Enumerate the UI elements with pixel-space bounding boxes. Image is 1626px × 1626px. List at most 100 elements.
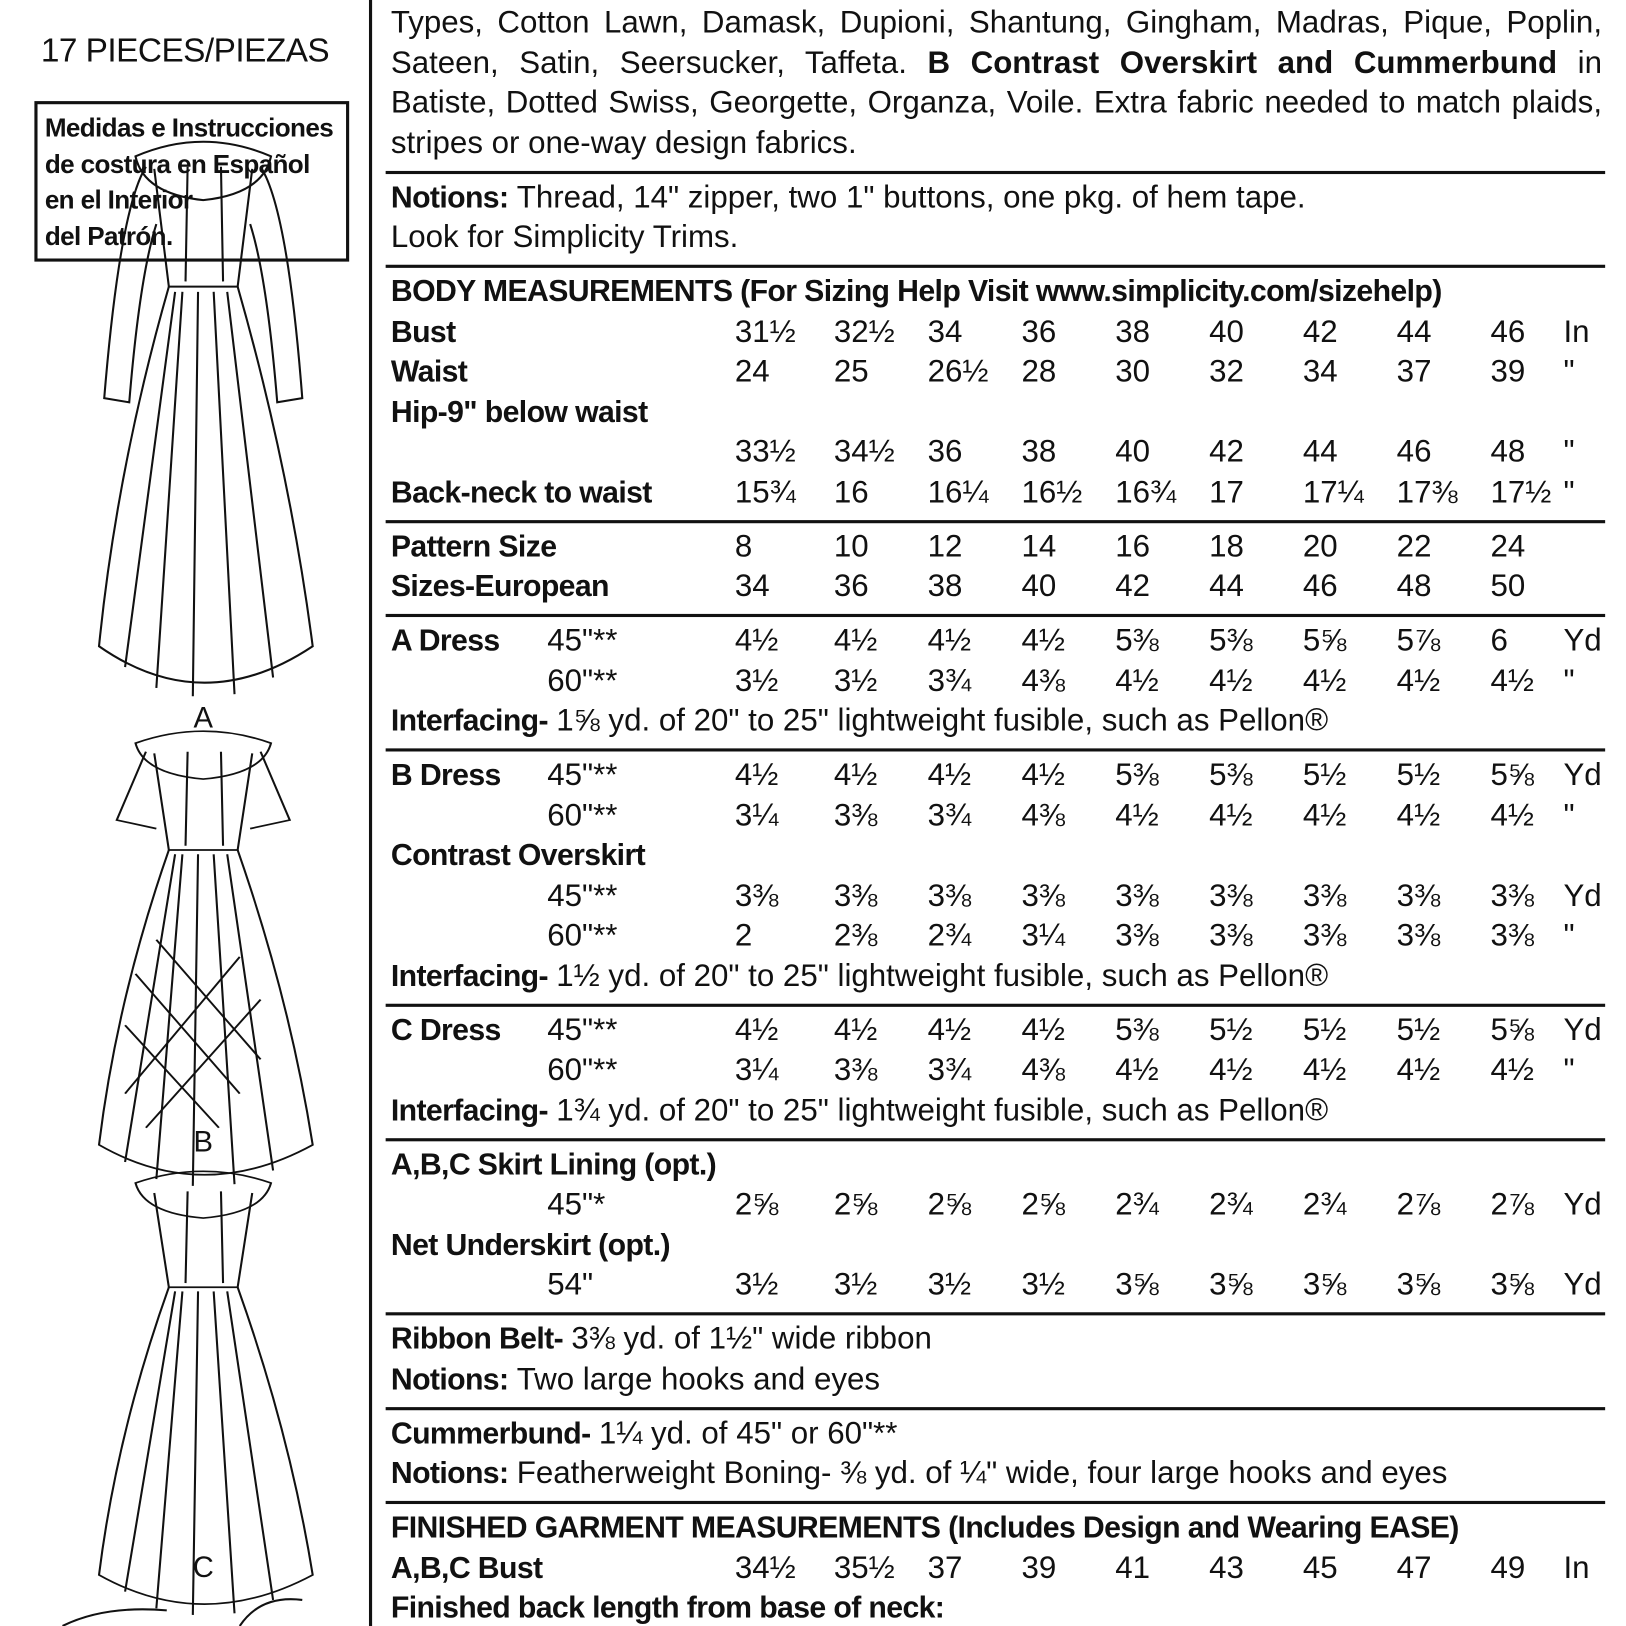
text-line: BODY MEASUREMENTS (For Sizing Help Visit… <box>391 272 1442 312</box>
size-value: 5⅜ <box>1115 623 1159 658</box>
bold-label: BODY MEASUREMENTS (For Sizing Help Visit… <box>390 275 1442 309</box>
unit: Yd <box>1563 878 1602 913</box>
text-line: Notions: Featherweight Boning- ⅜ yd. of ¼… <box>391 1454 1448 1494</box>
size-value: 37 <box>1396 354 1432 389</box>
line-text: Thread, 14" zipper, two 1" buttons, one … <box>516 179 1306 215</box>
size-value: 3⅜ <box>1021 878 1065 913</box>
unit: In <box>1563 314 1590 349</box>
size-value: 4½ <box>1115 797 1159 833</box>
bold-label: Notions: <box>390 1362 509 1397</box>
size-value: 2⅝ <box>927 1187 972 1222</box>
size-value: 3⅜ <box>1209 918 1253 953</box>
size-value: 2¾ <box>1209 1187 1253 1222</box>
size-value: 35½ <box>833 1550 895 1585</box>
size-value: 16 <box>833 474 869 510</box>
row-label: C Dress <box>390 1013 502 1047</box>
unit: " <box>1563 434 1575 470</box>
bold-label: Net Underskirt (opt.) <box>390 1228 671 1262</box>
size-value: 3⅜ <box>833 797 878 833</box>
spanish-note-box: Medidas e Instrucciones de costura en Esp… <box>34 101 350 262</box>
size-value: 5⅝ <box>1490 757 1534 793</box>
size-value: 3⅜ <box>1396 878 1441 913</box>
size-value: 3⅝ <box>1302 1267 1347 1302</box>
size-value: 3⅜ <box>1302 878 1347 913</box>
size-value: 3⅜ <box>833 878 878 913</box>
size-value: 4½ <box>1396 663 1441 698</box>
size-value: 3⅜ <box>833 1052 878 1088</box>
unit: " <box>1563 474 1575 510</box>
size-value: 4½ <box>1490 663 1534 698</box>
section-rule <box>385 170 1606 174</box>
size-value: 25 <box>833 354 869 389</box>
text-line: FINISHED GARMENT MEASUREMENTS (Includes … <box>391 1508 1459 1548</box>
text-line: Notions: Thread, 14" zipper, two 1" butto… <box>391 178 1306 218</box>
size-value: 2¾ <box>1115 1187 1159 1222</box>
fabric-text: in Batiste, Dotted Swiss, Georgette, Org… <box>390 45 1603 160</box>
fabric-width: 45"** <box>547 757 618 793</box>
size-value: 5⅜ <box>1209 757 1253 793</box>
size-value: 5⅜ <box>1115 1012 1159 1047</box>
size-value: 30 <box>1115 354 1151 389</box>
text-line: A,B,C Skirt Lining (opt.) <box>391 1145 717 1185</box>
size-value: 38 <box>1021 434 1057 470</box>
section-rule <box>385 1406 1606 1410</box>
line-text: Two large hooks and eyes <box>516 1361 881 1397</box>
size-value: 4½ <box>927 623 972 658</box>
size-value: 4½ <box>1396 797 1441 833</box>
size-value: 39 <box>1021 1550 1057 1585</box>
size-value: 39 <box>1490 354 1526 389</box>
size-value: 20 <box>1302 528 1338 564</box>
size-value: 4½ <box>1490 1052 1534 1088</box>
size-value: 42 <box>1209 434 1244 470</box>
size-value: 2⅞ <box>1396 1187 1441 1222</box>
size-value: 3¾ <box>927 1052 972 1088</box>
size-value: 34 <box>927 314 963 349</box>
section-rule <box>385 613 1606 618</box>
size-value: 3½ <box>734 1267 779 1302</box>
fabric-paragraph: Types, Cotton Lawn, Damask, Dupioni, Sha… <box>391 3 1602 164</box>
text-line: Finished back length from base of neck: <box>391 1588 945 1626</box>
bold-label: Interfacing- <box>390 1093 549 1128</box>
dress-drawing-b <box>97 730 314 1187</box>
text-line: Ribbon Belt- 3⅜ yd. of 1½" wide ribbon <box>391 1320 932 1360</box>
fabric-text: Types, Cotton Lawn, Damask, Dupioni, Sha… <box>390 5 1603 80</box>
size-value: 2¾ <box>927 918 972 953</box>
unit: " <box>1563 797 1575 833</box>
unit: Yd <box>1563 757 1602 793</box>
unit: In <box>1563 1550 1590 1585</box>
size-value: 38 <box>1115 314 1151 349</box>
size-value: 4½ <box>1490 797 1534 833</box>
size-value: 3¾ <box>927 663 972 698</box>
partial-drawing <box>62 1598 303 1626</box>
sidebar-drawings <box>62 140 314 1626</box>
size-value: 41 <box>1115 1550 1151 1585</box>
size-value: 5½ <box>1396 1012 1441 1047</box>
size-value: 3⅝ <box>1396 1267 1441 1302</box>
line-text: 1¼ yd. of 45" or 60"** <box>598 1415 898 1451</box>
line-text: 3⅜ yd. of 1½" wide ribbon <box>571 1321 932 1357</box>
size-value: 42 <box>1302 314 1338 349</box>
bold-label: Ribbon Belt- <box>390 1322 564 1357</box>
text-line: Notions: Two large hooks and eyes <box>391 1360 880 1400</box>
view-label: A <box>193 701 213 734</box>
size-value: 16½ <box>1021 474 1083 510</box>
size-value: 3⅜ <box>1115 918 1159 953</box>
size-value: 4½ <box>927 757 972 793</box>
line-text: 1⅝ yd. of 20" to 25" lightweight fusible… <box>556 703 1329 738</box>
size-value: 2 <box>734 918 753 953</box>
size-value: 4½ <box>734 757 779 793</box>
size-value: 3⅜ <box>1209 878 1253 913</box>
size-value: 42 <box>1115 569 1151 604</box>
unit: Yd <box>1563 623 1602 658</box>
bold-label: Interfacing- <box>390 704 549 738</box>
size-value: 3½ <box>1021 1267 1065 1302</box>
note-line: del Patrón. <box>44 221 173 251</box>
fabric-width: 45"** <box>547 878 618 913</box>
size-value: 31½ <box>734 314 796 349</box>
size-value: 4½ <box>1209 797 1253 833</box>
fabric-width: 60"** <box>547 1052 618 1088</box>
size-value: 34½ <box>833 434 895 470</box>
text-line: Hip-9" below waist <box>391 392 648 432</box>
bold-label: Interfacing- <box>390 959 549 993</box>
size-value: 34 <box>734 569 770 604</box>
